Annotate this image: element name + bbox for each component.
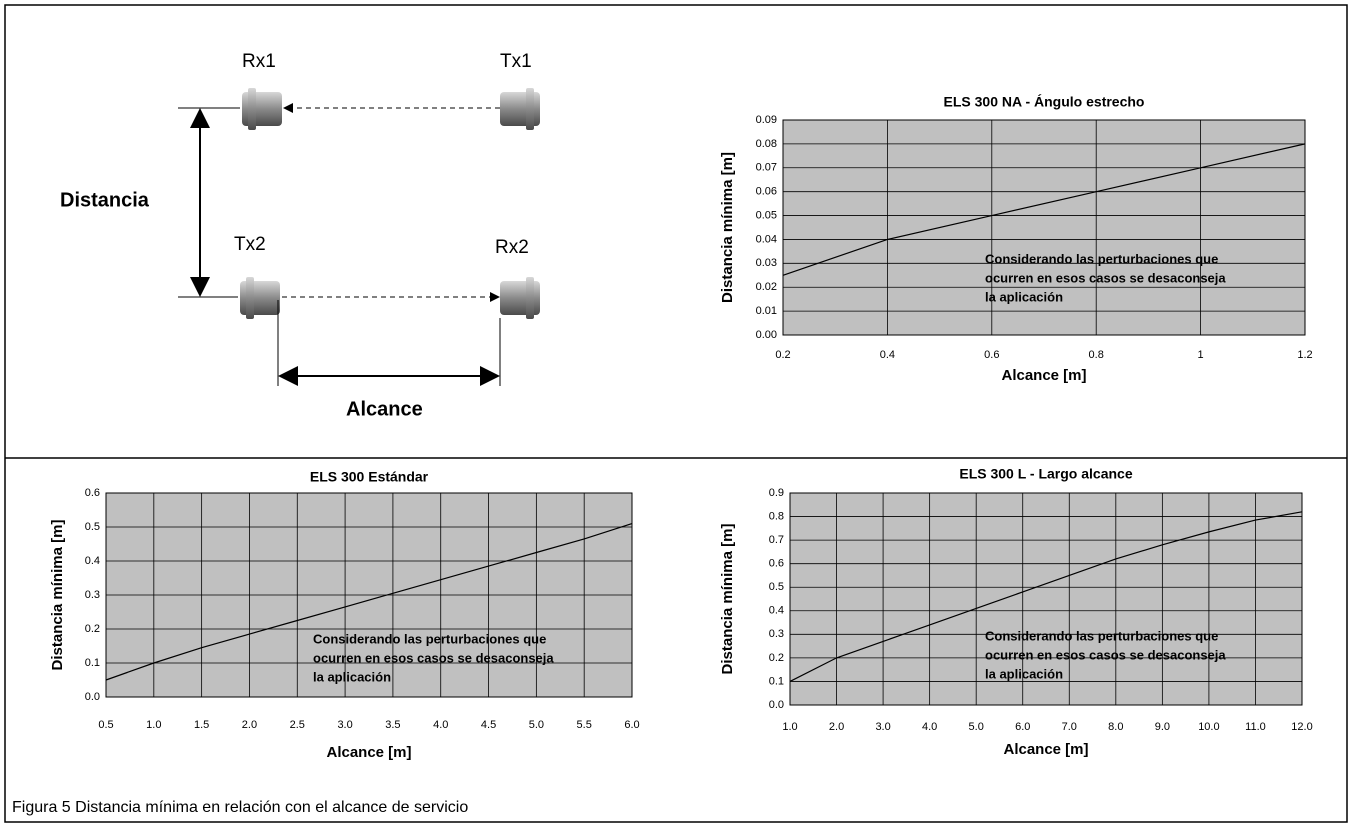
- label-tx2: Tx2: [234, 234, 266, 255]
- x-axis-label: Alcance [m]: [1001, 367, 1086, 384]
- annotation: ocurren en esos casos se desaconseja: [985, 647, 1226, 662]
- y-tick-label: 0.06: [756, 186, 777, 198]
- chart-title: ELS 300 Estándar: [310, 469, 429, 485]
- x-tick-label: 1.0: [146, 719, 161, 731]
- x-tick-label: 5.5: [577, 719, 592, 731]
- x-tick-label: 8.0: [1108, 721, 1123, 733]
- x-tick-label: 3.5: [385, 719, 400, 731]
- x-tick-label: 10.0: [1198, 721, 1219, 733]
- y-tick-label: 0.1: [769, 675, 784, 687]
- x-tick-label: 1.2: [1297, 349, 1312, 361]
- x-tick-label: 3.0: [875, 721, 890, 733]
- y-tick-label: 0.3: [769, 628, 784, 640]
- chart: 0.00 0.01 0.02 0.03 0.04 0.05 0.06 0.07 0.08 0.09…: [719, 94, 1313, 384]
- page: Rx1 Tx1 Tx2 Rx2 Distancia Alcance Figura…: [0, 0, 1353, 828]
- x-tick-label: 6.0: [624, 719, 639, 731]
- y-tick-label: 0.04: [756, 233, 777, 245]
- x-tick-label: 1: [1198, 349, 1204, 361]
- x-tick-label: 6.0: [1015, 721, 1030, 733]
- annotation: ocurren en esos casos se desaconseja: [985, 270, 1226, 285]
- x-axis-label: Alcance [m]: [326, 744, 411, 761]
- y-tick-label: 0.9: [769, 487, 784, 499]
- annotation: Considerando las perturbaciones que: [985, 251, 1218, 266]
- y-tick-label: 0.01: [756, 305, 777, 317]
- y-tick-label: 0.6: [85, 487, 100, 499]
- label-tx1: Tx1: [500, 51, 532, 72]
- sensor: [500, 88, 540, 130]
- y-tick-label: 0.4: [85, 555, 100, 567]
- x-tick-label: 4.0: [922, 721, 937, 733]
- y-tick-label: 0.08: [756, 138, 777, 150]
- x-tick-label: 1.5: [194, 719, 209, 731]
- y-tick-label: 0.4: [769, 605, 784, 617]
- chart: 0.0 0.1 0.2 0.3 0.4 0.5 0.6 0.7 0.8 0.9 1.0 2.0 3.0 4…: [719, 466, 1313, 758]
- y-tick-label: 0.5: [85, 521, 100, 533]
- y-tick-label: 0.5: [769, 581, 784, 593]
- chart-title: ELS 300 L - Largo alcance: [959, 466, 1132, 482]
- y-tick-label: 0.6: [769, 558, 784, 570]
- x-tick-label: 7.0: [1062, 721, 1077, 733]
- x-tick-label: 4.5: [481, 719, 496, 731]
- x-axis-label: Alcance [m]: [1003, 741, 1088, 758]
- y-tick-label: 0.02: [756, 281, 777, 293]
- x-tick-label: 0.5: [98, 719, 113, 731]
- label-range: Alcance: [346, 398, 423, 420]
- y-tick-label: 0.3: [85, 589, 100, 601]
- label-rx1: Rx1: [242, 51, 276, 72]
- sensor: [500, 277, 540, 319]
- caption: Figura 5 Distancia mínima en relación co…: [12, 799, 468, 816]
- annotation: la aplicación: [313, 669, 391, 684]
- x-tick-label: 0.2: [775, 349, 790, 361]
- annotation: la aplicación: [985, 289, 1063, 304]
- y-tick-label: 0.0: [769, 699, 784, 711]
- label-distance: Distancia: [60, 189, 150, 211]
- y-tick-label: 0.03: [756, 257, 777, 269]
- diagram: Rx1 Tx1 Tx2 Rx2 Distancia Alcance: [60, 51, 540, 420]
- x-tick-label: 12.0: [1291, 721, 1312, 733]
- x-tick-label: 1.0: [782, 721, 797, 733]
- chart: 0.0 0.1 0.2 0.3 0.4 0.5 0.6 0.5 1.0 1.5 2.0 2.5 3.0 3…: [49, 469, 640, 761]
- annotation: la aplicación: [985, 666, 1063, 681]
- y-tick-label: 0.2: [769, 652, 784, 664]
- y-tick-label: 0.1: [85, 657, 100, 669]
- x-tick-label: 3.0: [337, 719, 352, 731]
- y-tick-label: 0.7: [769, 534, 784, 546]
- y-tick-label: 0.07: [756, 162, 777, 174]
- y-tick-label: 0.0: [85, 691, 100, 703]
- y-axis-label: Distancia mínima [m]: [719, 152, 736, 303]
- x-tick-label: 2.0: [829, 721, 844, 733]
- annotation: ocurren en esos casos se desaconseja: [313, 650, 554, 665]
- y-axis-label: Distancia mínima [m]: [49, 520, 66, 671]
- x-tick-label: 4.0: [433, 719, 448, 731]
- x-tick-label: 0.8: [1089, 349, 1104, 361]
- y-tick-label: 0.8: [769, 510, 784, 522]
- y-tick-label: 0.2: [85, 623, 100, 635]
- x-tick-label: 0.6: [984, 349, 999, 361]
- x-tick-label: 2.5: [290, 719, 305, 731]
- x-tick-label: 9.0: [1155, 721, 1170, 733]
- annotation: Considerando las perturbaciones que: [985, 628, 1218, 643]
- sensor: [242, 88, 282, 130]
- x-tick-label: 11.0: [1245, 721, 1266, 733]
- x-tick-label: 2.0: [242, 719, 257, 731]
- sensor: [240, 277, 280, 319]
- label-rx2: Rx2: [495, 237, 529, 258]
- annotation: Considerando las perturbaciones que: [313, 631, 546, 646]
- y-tick-label: 0.00: [756, 329, 777, 341]
- y-tick-label: 0.09: [756, 114, 777, 126]
- y-tick-label: 0.05: [756, 209, 777, 221]
- y-axis-label: Distancia mínima [m]: [719, 524, 736, 675]
- x-tick-label: 5.0: [969, 721, 984, 733]
- x-tick-label: 0.4: [880, 349, 895, 361]
- x-tick-label: 5.0: [529, 719, 544, 731]
- chart-title: ELS 300 NA - Ángulo estrecho: [944, 94, 1145, 110]
